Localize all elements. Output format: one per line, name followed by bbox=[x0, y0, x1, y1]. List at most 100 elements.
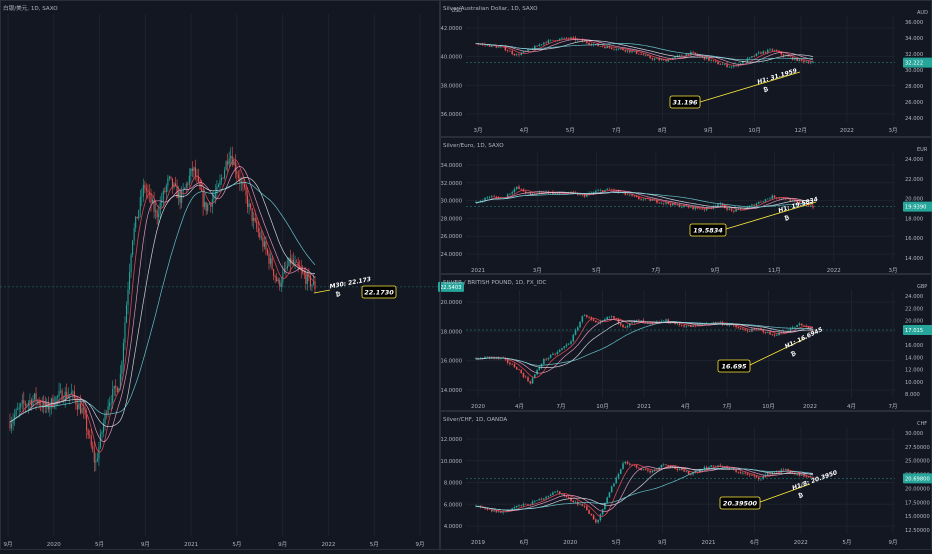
chart-4-candle-body bbox=[534, 374, 536, 379]
chart-1-x-tick-label: 5月 bbox=[370, 541, 379, 548]
chart-1-candle-body bbox=[155, 210, 157, 212]
chart-5-candle-body bbox=[721, 466, 724, 468]
chart-3-callout-box[interactable] bbox=[689, 223, 727, 237]
chart-5-candle-body bbox=[549, 494, 552, 496]
chart-1-candle-body bbox=[188, 175, 190, 185]
chart-5-candle-body bbox=[604, 502, 606, 510]
chart-3-candle-body bbox=[509, 193, 511, 195]
chart-3-candle-body bbox=[491, 196, 493, 198]
chart-5-candle-body bbox=[622, 463, 624, 470]
chart-1-moving-average-4 bbox=[9, 182, 316, 423]
chart-1-x-tick-label: 2021 bbox=[184, 542, 198, 548]
chart-2-candle-body bbox=[683, 55, 685, 57]
chart-5-candle-body bbox=[540, 498, 543, 500]
chart-1-candle-body bbox=[167, 178, 169, 186]
chart-4-candle-body bbox=[746, 330, 749, 332]
chart-1-candle-body bbox=[194, 167, 196, 177]
chart-1-candle-body bbox=[277, 279, 279, 282]
chart-4-candle-body bbox=[771, 334, 774, 336]
chart-1-candle-body bbox=[270, 258, 272, 264]
chart-4-candle-body bbox=[748, 331, 751, 332]
chart-5-candle-body bbox=[665, 464, 667, 465]
chart-1-candle-body bbox=[285, 268, 287, 269]
chart-3-candle-body bbox=[649, 198, 651, 201]
chart-4-candle-body bbox=[690, 325, 692, 328]
chart-2-right-tick-label: 28.000 bbox=[905, 84, 923, 90]
chart-2-candle-body bbox=[726, 64, 728, 67]
chart-5-candle-body bbox=[744, 472, 746, 474]
chart-4-candle-body bbox=[712, 322, 715, 324]
chart-2-candle-body bbox=[488, 44, 491, 47]
chart-4-candle-body bbox=[484, 356, 486, 359]
chart-4-trendline[interactable] bbox=[749, 337, 807, 366]
chart-1-candle-body bbox=[207, 204, 209, 212]
chart-1-candle-body bbox=[162, 190, 164, 201]
chart-4-candle-body bbox=[769, 331, 771, 335]
chart-1-candle-body bbox=[95, 460, 97, 463]
chart-5-trendline[interactable] bbox=[759, 483, 811, 503]
chart-4-x-tick-label: 10月 bbox=[762, 403, 775, 410]
chart-5-candle-body bbox=[511, 508, 513, 511]
chart-2-candle-body bbox=[751, 56, 753, 58]
chart-1-candle-body bbox=[179, 191, 181, 203]
chart-4-candle-body bbox=[635, 319, 638, 322]
chart-3-candle-body bbox=[626, 194, 629, 196]
chart-2-candle-body bbox=[647, 55, 649, 56]
chart-4-candle-body bbox=[488, 356, 491, 358]
chart-4-right-tick-label: 24.000 bbox=[905, 294, 923, 300]
chart-4-candle-body bbox=[595, 320, 597, 323]
chart-5-x-tick-label: 2021 bbox=[702, 540, 716, 546]
chart-5-candle-body bbox=[554, 491, 556, 493]
chart-5-candle-body bbox=[515, 505, 518, 508]
chart-3-candle-body bbox=[681, 206, 683, 208]
chart-2-callout-box[interactable] bbox=[669, 95, 701, 109]
chart-1-candle-body bbox=[132, 240, 134, 255]
chart-1-candle-body bbox=[150, 193, 152, 203]
chart-4-candle-body bbox=[676, 323, 679, 324]
chart-5-candle-body bbox=[660, 464, 663, 468]
chart-4-right-tick-label: 14.000 bbox=[905, 355, 923, 361]
chart-1-candle-body bbox=[309, 275, 311, 287]
chart-1-x-tick-label: 9月 bbox=[4, 541, 13, 548]
chart-2-candle-body bbox=[570, 37, 572, 39]
chart-2-trendline[interactable] bbox=[699, 71, 801, 103]
chart-3-candle-body bbox=[798, 202, 801, 204]
chart-5-candle-body bbox=[705, 467, 708, 469]
chart-4-candle-body bbox=[538, 367, 541, 370]
chart-2-candle-body bbox=[638, 53, 640, 55]
chart-2-candle-body bbox=[705, 57, 708, 60]
chart-3-candle-body bbox=[506, 194, 509, 198]
chart-4-callout-box[interactable] bbox=[717, 359, 751, 373]
chart-1-candle-body bbox=[148, 192, 151, 194]
chart-3-price-badge bbox=[903, 201, 932, 212]
chart-1-candle-body bbox=[224, 170, 226, 179]
chart-1-candle-body bbox=[184, 187, 186, 190]
chart-3-candle-body bbox=[789, 198, 792, 202]
chart-5-candle-body bbox=[502, 512, 504, 513]
chart-5-candle-body bbox=[805, 476, 808, 478]
chart-4-x-tick-label: 7月 bbox=[723, 403, 732, 410]
chart-3-candle-body bbox=[608, 188, 611, 190]
chart-1-callout-box[interactable] bbox=[361, 285, 397, 299]
chart-1-candle-body bbox=[79, 403, 82, 414]
chart-2-candle-body bbox=[769, 49, 771, 51]
chart-5-callout-box[interactable] bbox=[719, 496, 761, 510]
chart-4-candle-body bbox=[576, 327, 579, 331]
chart-3-candle-body bbox=[796, 201, 798, 203]
chart-3-candle-body bbox=[656, 199, 658, 203]
chart-1-x-tick-label: 9月 bbox=[141, 541, 150, 548]
chart-1-trendline[interactable] bbox=[313, 289, 331, 294]
chart-5-candle-body bbox=[486, 508, 489, 510]
chart-2-moving-average-4 bbox=[475, 43, 814, 61]
chart-1-x-tick-label: 2022 bbox=[321, 542, 335, 548]
chart-2-title: Silver/Australian Dollar, 1D, SAXO bbox=[443, 6, 538, 12]
chart-5-candle-body bbox=[558, 491, 561, 495]
chart-3-candle-body bbox=[624, 192, 627, 195]
chart-2-candle-body bbox=[692, 52, 694, 53]
chart-5-candle-body bbox=[692, 473, 694, 475]
chart-3-trendline[interactable] bbox=[725, 201, 817, 230]
chart-5-candle-body bbox=[484, 507, 486, 509]
chart-2-x-tick-label: 10月 bbox=[748, 127, 761, 134]
